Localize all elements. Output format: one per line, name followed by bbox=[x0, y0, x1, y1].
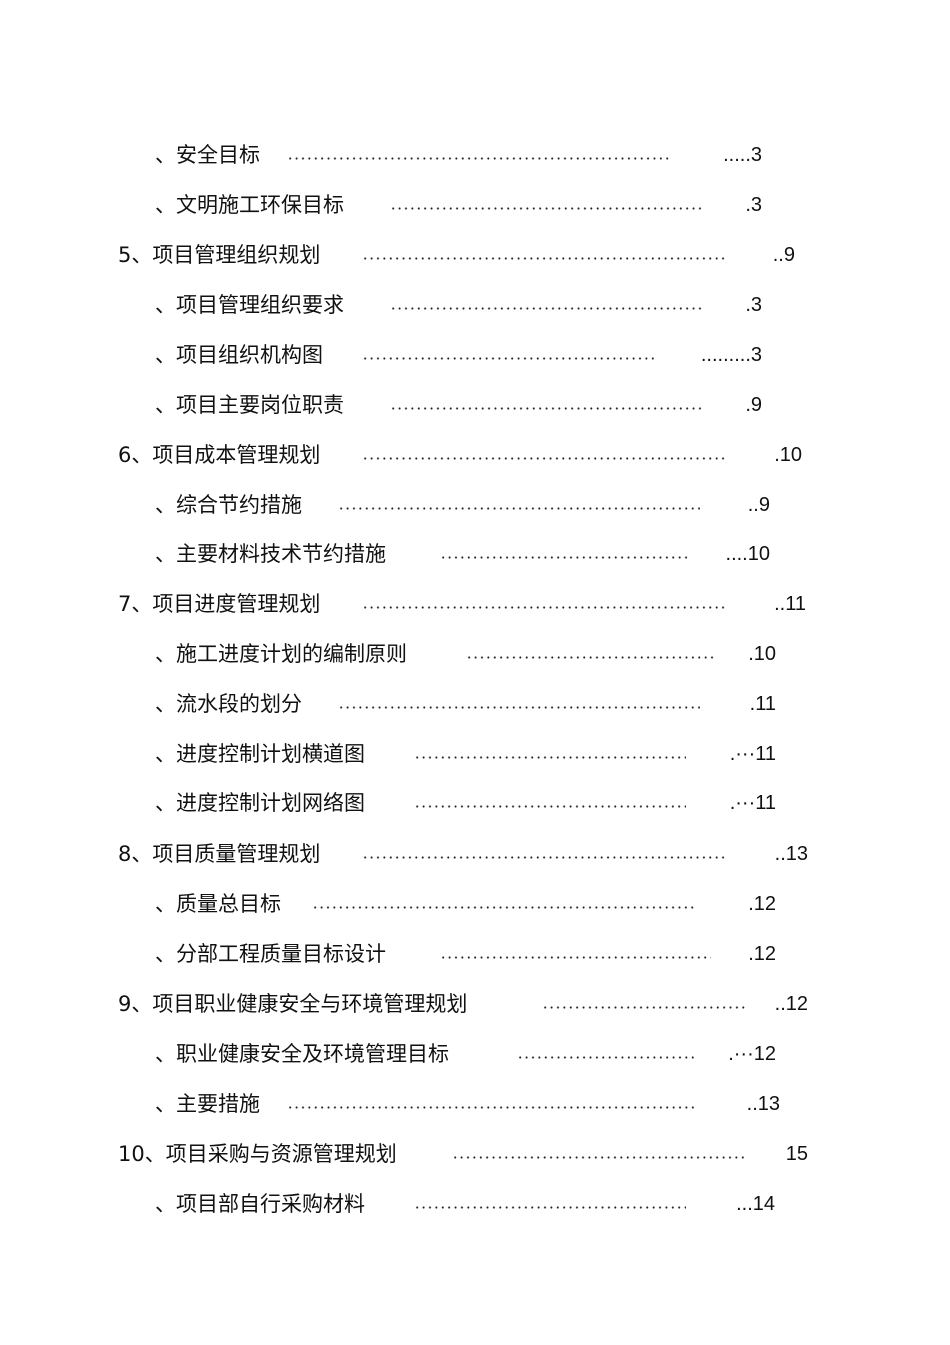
toc-entry-title: 、进度控制计划横道图 bbox=[155, 742, 365, 766]
toc-entry-title: 、项目组织机构图 bbox=[155, 343, 323, 367]
toc-entry-title: 、职业健康安全及环境管理目标 bbox=[155, 1042, 449, 1066]
toc-entry[interactable]: 9、项目职业健康安全与环境管理规划 ..12 bbox=[0, 989, 950, 1019]
toc-entry-page: ..13 bbox=[774, 843, 808, 865]
toc-entry-page: ....10 bbox=[725, 543, 770, 565]
toc-entry[interactable]: 、流水段的划分 .11 bbox=[0, 689, 950, 719]
dot-leader bbox=[362, 856, 725, 859]
toc-entry-title: 10、项目采购与资源管理规划 bbox=[118, 1142, 397, 1166]
toc-entry-title: 7、项目进度管理规划 bbox=[118, 592, 321, 616]
dot-leader bbox=[287, 157, 670, 160]
toc-entry-page: .11 bbox=[749, 693, 776, 715]
toc-entry[interactable]: 、质量总目标 .12 bbox=[0, 889, 950, 919]
toc-entry-page: ..9 bbox=[772, 244, 795, 266]
toc-entry-page: .........3 bbox=[700, 344, 762, 366]
dot-leader bbox=[414, 805, 686, 808]
toc-entry[interactable]: 、进度控制计划横道图 .···11 bbox=[0, 739, 950, 769]
toc-entry-title: 、分部工程质量目标设计 bbox=[155, 942, 386, 966]
toc-entry-page: .3 bbox=[745, 194, 762, 216]
toc-entry-title: 6、项目成本管理规划 bbox=[118, 443, 321, 467]
toc-entry[interactable]: 、进度控制计划网络图 .···11 bbox=[0, 788, 950, 818]
dot-leader bbox=[390, 407, 705, 410]
toc-entry-title: 8、项目质量管理规划 bbox=[118, 842, 321, 866]
toc-entry[interactable]: 、施工进度计划的编制原则 .10 bbox=[0, 639, 950, 669]
toc-entry-page: .12 bbox=[748, 943, 776, 965]
toc-entry-page: .···11 bbox=[729, 743, 776, 765]
dot-leader bbox=[414, 756, 686, 759]
toc-entry[interactable]: 、综合节约措施 ..9 bbox=[0, 490, 950, 520]
toc-entry-title: 、项目部自行采购材料 bbox=[155, 1192, 365, 1216]
toc-entry[interactable]: 8、项目质量管理规划 ..13 bbox=[0, 839, 950, 869]
dot-leader bbox=[287, 1106, 694, 1109]
toc-entry[interactable]: 、项目管理组织要求 .3 bbox=[0, 290, 950, 320]
toc-entry-page: ..12 bbox=[774, 993, 808, 1015]
toc-entry-page: ..13 bbox=[746, 1093, 780, 1115]
toc-entry-title: 、综合节约措施 bbox=[155, 493, 302, 517]
toc-entry[interactable]: 、项目部自行采购材料 ...14 bbox=[0, 1189, 950, 1219]
toc-entry-title: 、项目管理组织要求 bbox=[155, 293, 344, 317]
toc-entry-title: 、施工进度计划的编制原则 bbox=[155, 642, 407, 666]
dot-leader bbox=[414, 1206, 686, 1209]
dot-leader bbox=[542, 1006, 745, 1009]
toc-entry[interactable]: 、分部工程质量目标设计 .12 bbox=[0, 939, 950, 969]
toc-entry-page: .9 bbox=[745, 394, 762, 416]
toc-entry[interactable]: 6、项目成本管理规划 .10 bbox=[0, 440, 950, 470]
dot-leader bbox=[390, 307, 705, 310]
toc-entry-page: .···11 bbox=[729, 792, 776, 814]
toc-entry-page: .....3 bbox=[723, 144, 762, 166]
toc-entry-title: 、主要材料技术节约措施 bbox=[155, 542, 386, 566]
dot-leader bbox=[440, 956, 711, 959]
toc-entry-page: .12 bbox=[748, 893, 776, 915]
toc-entry-title: 、主要措施 bbox=[155, 1092, 260, 1116]
dot-leader bbox=[452, 1156, 745, 1159]
toc-entry-title: 、进度控制计划网络图 bbox=[155, 791, 365, 815]
toc-entry-title: 5、项目管理组织规划 bbox=[118, 243, 321, 267]
toc-entry[interactable]: 、安全目标 .....3 bbox=[0, 140, 950, 170]
toc-entry[interactable]: 、项目组织机构图 .........3 bbox=[0, 340, 950, 370]
toc-entry[interactable]: 、职业健康安全及环境管理目标 .···12 bbox=[0, 1039, 950, 1069]
toc-entry-page: ..9 bbox=[747, 494, 770, 516]
toc-entry-page: .10 bbox=[748, 643, 776, 665]
toc-entry-title: 、质量总目标 bbox=[155, 892, 281, 916]
toc-entry-page: .10 bbox=[774, 444, 802, 466]
toc-entry[interactable]: 、主要措施 ..13 bbox=[0, 1089, 950, 1119]
toc-entry[interactable]: 、项目主要岗位职责 .9 bbox=[0, 390, 950, 420]
toc-entry[interactable]: 7、项目进度管理规划 ..11 bbox=[0, 589, 950, 619]
dot-leader bbox=[466, 656, 714, 659]
toc-entry[interactable]: 5、项目管理组织规划 ..9 bbox=[0, 240, 950, 270]
dot-leader bbox=[440, 556, 688, 559]
toc-entry-title: 、流水段的划分 bbox=[155, 692, 302, 716]
dot-leader bbox=[517, 1056, 697, 1059]
dot-leader bbox=[362, 257, 725, 260]
toc-entry-page: .3 bbox=[745, 294, 762, 316]
toc-entry[interactable]: 、主要材料技术节约措施 ....10 bbox=[0, 539, 950, 569]
toc-entry-page: ...14 bbox=[736, 1193, 775, 1215]
toc-entry-title: 、文明施工环保目标 bbox=[155, 193, 344, 217]
toc-entry-page: ..11 bbox=[774, 593, 806, 615]
dot-leader bbox=[362, 457, 725, 460]
toc-entry-title: 、项目主要岗位职责 bbox=[155, 393, 344, 417]
toc-entry[interactable]: 、文明施工环保目标 .3 bbox=[0, 190, 950, 220]
dot-leader bbox=[338, 507, 700, 510]
toc-entry[interactable]: 10、项目采购与资源管理规划 15 bbox=[0, 1139, 950, 1169]
toc-entry-title: 9、项目职业健康安全与环境管理规划 bbox=[118, 992, 468, 1016]
toc-entry-page: 15 bbox=[785, 1143, 808, 1165]
dot-leader bbox=[338, 706, 700, 709]
toc-entry-title: 、安全目标 bbox=[155, 143, 260, 167]
dot-leader bbox=[390, 207, 705, 210]
dot-leader bbox=[362, 606, 725, 609]
toc-entry-page: .···12 bbox=[728, 1043, 776, 1065]
dot-leader bbox=[312, 906, 697, 909]
dot-leader bbox=[362, 357, 657, 360]
